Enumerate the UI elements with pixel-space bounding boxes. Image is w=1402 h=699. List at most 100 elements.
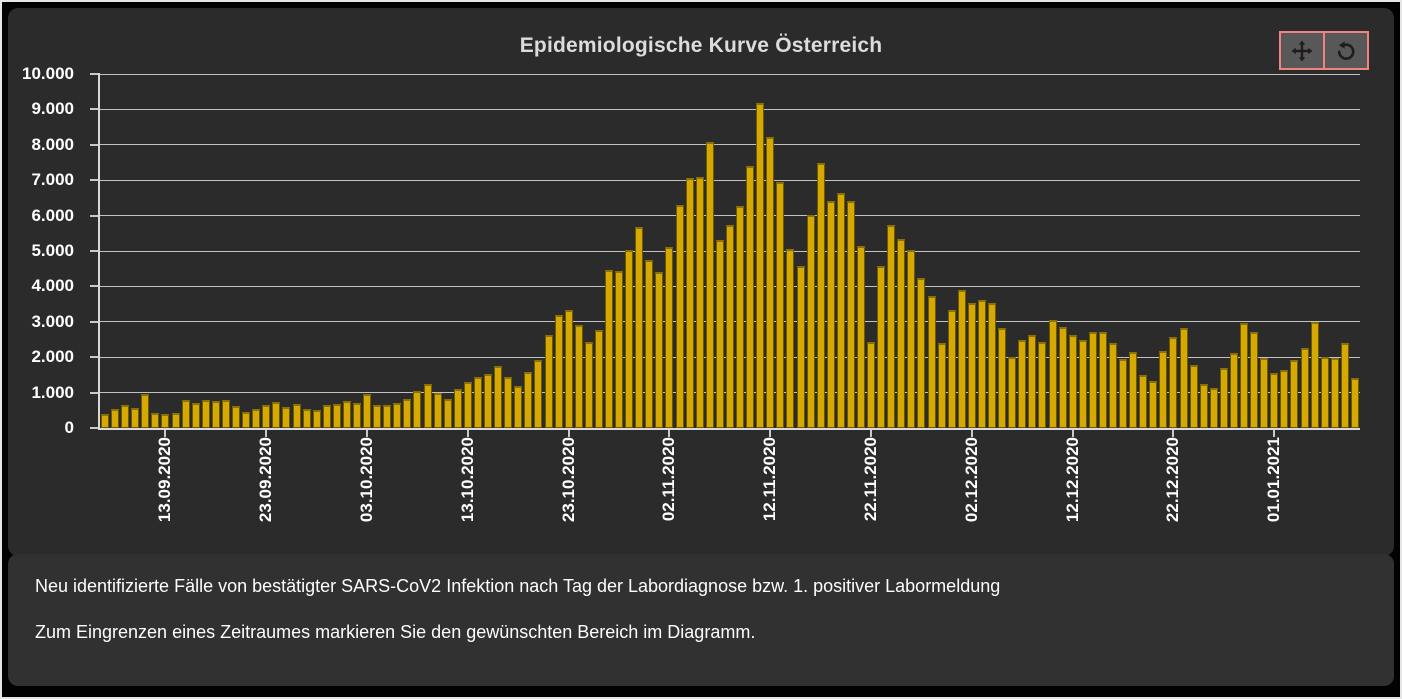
bar — [816, 162, 825, 428]
bar — [504, 376, 513, 428]
x-axis-label: 23.09.2020 — [256, 437, 276, 523]
bar — [554, 315, 563, 428]
bar — [181, 400, 190, 428]
bar — [796, 265, 805, 428]
x-axis-label: 01.01.2021 — [1264, 437, 1284, 523]
bar — [161, 413, 170, 428]
footer-panel: Neu identifizierte Fälle von bestätigter… — [8, 554, 1394, 686]
bar — [141, 394, 150, 428]
bar — [121, 405, 130, 428]
x-axis-tick — [1172, 429, 1175, 437]
bar — [473, 376, 482, 428]
bar — [252, 409, 261, 428]
bar — [302, 408, 311, 428]
bar — [1199, 384, 1208, 428]
bar — [947, 310, 956, 428]
bar — [615, 270, 624, 428]
y-axis-label: 2.000 — [31, 347, 74, 367]
y-axis-tick — [90, 143, 100, 146]
bar — [665, 246, 674, 428]
bar — [1028, 334, 1037, 428]
bar — [1038, 341, 1047, 428]
bar — [1078, 339, 1087, 428]
bar — [786, 248, 795, 428]
bar — [584, 342, 593, 428]
bar — [544, 334, 553, 428]
x-axis-label: 02.11.2020 — [659, 437, 679, 522]
bar — [967, 303, 976, 428]
x-axis-tick — [265, 429, 268, 437]
bar — [111, 408, 120, 428]
bar — [988, 303, 997, 428]
bar — [353, 403, 361, 428]
bar — [393, 403, 402, 428]
bar — [1098, 331, 1107, 428]
bar — [534, 360, 543, 428]
bar — [413, 390, 422, 428]
bar — [625, 249, 634, 428]
bar — [1008, 356, 1017, 428]
bar — [514, 385, 523, 428]
bar — [1109, 343, 1117, 428]
bar — [756, 103, 765, 428]
bar — [221, 399, 230, 428]
bar — [101, 413, 109, 428]
bar — [342, 401, 351, 428]
plot-area[interactable]: 0 1.000 2.000 3.000 4.000 5.000 6.000 7.000 8.00… — [22, 64, 1360, 522]
x-axis-tick — [769, 429, 772, 437]
x-axis-label: 12.11.2020 — [760, 437, 780, 522]
bar — [262, 404, 271, 428]
bar — [695, 176, 704, 428]
reset-zoom-button[interactable] — [1323, 31, 1369, 70]
y-axis-label: 8.000 — [31, 134, 74, 154]
bar — [877, 265, 886, 428]
bar — [1058, 326, 1067, 428]
chart-card: Epidemiologische Kurve Österreich 0 1.000… — [8, 8, 1394, 556]
bar — [766, 136, 775, 428]
rotate-reset-icon — [1337, 40, 1355, 60]
bar — [363, 394, 372, 428]
bar — [635, 226, 644, 428]
bar — [715, 240, 724, 428]
y-axis-label: 5.000 — [31, 241, 74, 260]
bar — [887, 225, 896, 428]
bar — [322, 404, 331, 428]
gridline — [100, 144, 1360, 146]
y-axis-label: 6.000 — [31, 205, 74, 225]
bar — [1330, 357, 1339, 428]
bar — [1169, 336, 1178, 428]
y-axis-label: 0 — [64, 418, 74, 437]
x-axis-label: 22.11.2020 — [861, 437, 881, 522]
move-arrows-icon — [1291, 40, 1313, 61]
x-axis-tick — [567, 429, 570, 437]
bar — [1340, 342, 1349, 428]
x-axis-tick — [970, 429, 973, 437]
bar — [867, 341, 876, 428]
bar — [171, 412, 180, 428]
bar — [1189, 365, 1198, 428]
bar — [846, 200, 855, 428]
bar — [1290, 360, 1299, 428]
bar — [373, 404, 382, 428]
bar — [423, 383, 432, 428]
bar — [594, 329, 603, 428]
bar — [1280, 369, 1289, 428]
bar — [1219, 368, 1228, 428]
y-axis-label: 9.000 — [31, 99, 74, 119]
pan-button[interactable] — [1279, 31, 1325, 70]
y-axis-label: 4.000 — [31, 276, 74, 296]
bar — [1129, 351, 1138, 428]
y-axis-tick — [90, 108, 100, 111]
y-axis-label: 1.000 — [31, 382, 74, 402]
bar — [232, 406, 241, 428]
y-axis-tick — [90, 179, 100, 182]
y-axis-tick — [90, 214, 100, 217]
bar — [1018, 339, 1027, 428]
y-axis-tick — [90, 356, 100, 359]
bar — [897, 238, 906, 428]
bar — [605, 270, 613, 428]
x-axis-label: 23.10.2020 — [558, 437, 578, 523]
x-axis-tick — [668, 429, 671, 437]
y-axis-label: 10.000 — [22, 64, 74, 83]
